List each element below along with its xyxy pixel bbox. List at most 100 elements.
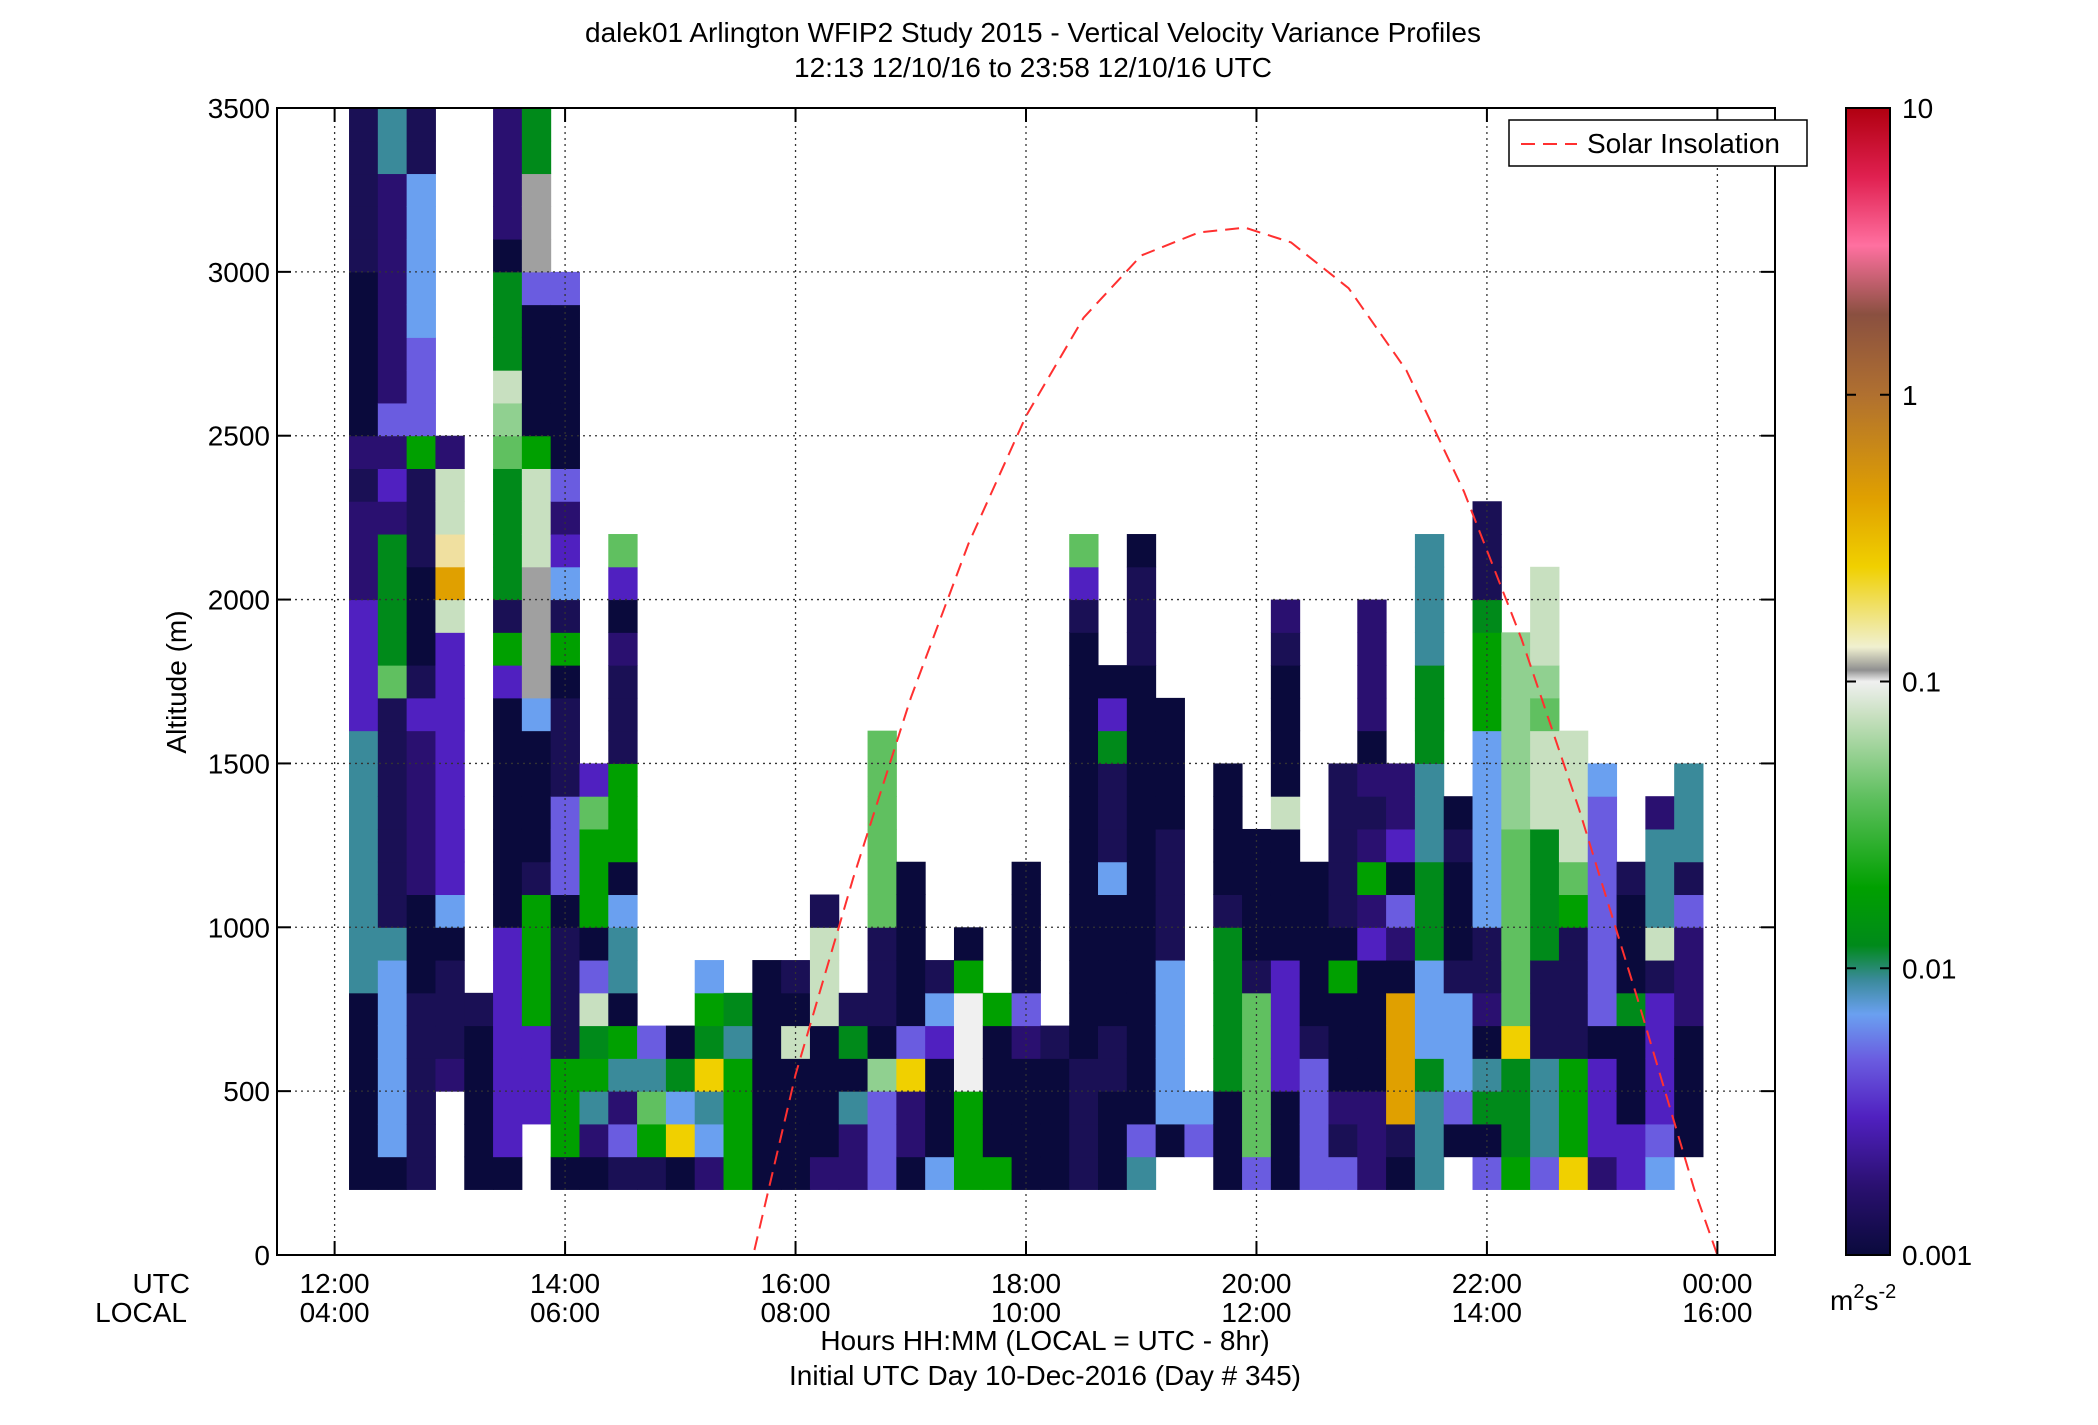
heatmap-cell-1-12: [377, 763, 408, 797]
heatmap-cell-38-9: [1443, 828, 1474, 863]
heatmap-cell-10-3: [637, 1058, 667, 1092]
heatmap-cell-35-3: [1357, 1058, 1387, 1092]
heatmap-cell-38-8: [1443, 861, 1474, 896]
heatmap-cell-42-2: [1558, 1091, 1589, 1125]
heatmap-cell-40-11: [1501, 796, 1531, 830]
heatmap-cell-0-2: [349, 1091, 379, 1125]
heatmap-cell-46-2: [1674, 1058, 1704, 1092]
heatmap-cell-2-0: [406, 1156, 436, 1190]
heatmap-cell-33-7: [1299, 927, 1329, 961]
heatmap-cell-30-4: [1213, 1025, 1243, 1059]
heatmap-cell-7-6: [550, 960, 580, 994]
heatmap-cell-5-22: [493, 435, 523, 469]
heatmap-cell-5-9: [493, 861, 523, 896]
heatmap-cell-17-4: [838, 1025, 869, 1059]
heatmap-cell-23-4: [1011, 1025, 1041, 1059]
heatmap-cell-10-2: [637, 1091, 667, 1125]
x-tick-label-utc-4: 20:00: [1221, 1268, 1291, 1299]
heatmap-cell-17-2: [838, 1091, 869, 1125]
heatmap-cell-6-30: [521, 108, 552, 142]
x-tick-labels: 12:0004:0014:0006:0016:0008:0018:0010:00…: [300, 1268, 1753, 1328]
heatmap-cell-40-6: [1501, 960, 1531, 994]
heatmap-cell-2-23: [406, 402, 436, 437]
heatmap-cell-0-18: [349, 566, 379, 601]
heatmap-cell-41-10: [1530, 828, 1560, 863]
heatmap-cell-35-15: [1357, 665, 1387, 699]
heatmap-cell-36-10: [1386, 828, 1416, 863]
heatmap-cell-36-12: [1386, 763, 1416, 797]
heatmap-cell-35-13: [1357, 730, 1387, 764]
heatmap-cell-5-17: [493, 599, 523, 633]
heatmap-cell-46-8: [1674, 861, 1704, 896]
heatmap-cell-8-7: [579, 927, 609, 961]
heatmap-cell-8-12: [579, 763, 609, 797]
heatmap-cell-5-4: [493, 1025, 523, 1059]
x-tick-label-utc-6: 00:00: [1682, 1268, 1752, 1299]
heatmap-cell-8-3: [579, 1058, 609, 1092]
heatmap-cell-18-6: [867, 960, 897, 994]
heatmap-cell-26-14: [1098, 697, 1128, 732]
heatmap-cell-3-16: [435, 534, 465, 568]
x-tick-label-utc-0: 12:00: [300, 1268, 370, 1299]
heatmap-cell-37-1: [1414, 1123, 1445, 1158]
heatmap-cell-35-5: [1357, 992, 1387, 1027]
heatmap-cell-41-5: [1530, 992, 1560, 1027]
y-tick-label-7: 3500: [208, 93, 270, 124]
heatmap-cell-37-12: [1414, 763, 1445, 797]
heatmap-cell-16-2: [809, 1091, 840, 1125]
heatmap-cell-1-4: [377, 1025, 408, 1059]
heatmap-cell-0-24: [349, 370, 379, 404]
heatmap-cell-32-1: [1270, 1123, 1301, 1158]
heatmap-cell-34-9: [1328, 861, 1358, 896]
heatmap-cell-9-9: [608, 861, 638, 896]
colorbar-tick-label-4: 0.001: [1902, 1240, 1972, 1271]
heatmap-cell-10-1: [637, 1123, 667, 1158]
heatmap-cell-25-11: [1069, 796, 1099, 830]
heatmap-cell-40-8: [1501, 894, 1531, 928]
heatmap-cell-22-4: [982, 1025, 1013, 1059]
heatmap-cell-35-6: [1357, 960, 1387, 994]
heatmap-cell-6-14: [521, 632, 552, 666]
heatmap-cell-46-5: [1674, 960, 1704, 994]
heatmap-cell-2-21: [406, 468, 436, 502]
heatmap-cell-16-1: [809, 1123, 840, 1158]
colorbar-unit-sup2: -2: [1878, 1281, 1896, 1303]
heatmap-cell-25-1: [1069, 1123, 1099, 1158]
heatmap-cell-26-15: [1098, 665, 1128, 699]
heatmap-cell-37-5: [1414, 992, 1445, 1027]
heatmap-cell-19-9: [896, 861, 926, 896]
heatmap-cell-5-24: [493, 370, 523, 404]
heatmap-cell-27-11: [1126, 796, 1157, 830]
heatmap-cell-37-8: [1414, 894, 1445, 928]
heatmap-cell-0-8: [349, 894, 379, 928]
heatmap-cell-5-5: [493, 992, 523, 1027]
heatmap-cell-0-14: [349, 697, 379, 732]
heatmap-cell-41-17: [1530, 599, 1560, 633]
heatmap-cell-26-1: [1098, 1123, 1128, 1158]
heatmap-cell-25-6: [1069, 960, 1099, 994]
heatmap-cell-28-12: [1155, 730, 1185, 764]
heatmap-cell-0-25: [349, 337, 379, 371]
heatmap-cell-25-15: [1069, 665, 1099, 699]
heatmap-cell-8-1: [579, 1123, 609, 1158]
heatmap-cell-0-31: [349, 140, 379, 175]
heatmap-cell-8-5: [579, 992, 609, 1027]
heatmap-cell-24-4: [1040, 1025, 1070, 1059]
heatmap-cell-3-14: [435, 599, 465, 633]
heatmap-cell-36-11: [1386, 796, 1416, 830]
heatmap-cell-41-7: [1530, 927, 1560, 961]
heatmap-cell-24-3: [1040, 1058, 1070, 1092]
heatmap-cell-5-27: [493, 271, 523, 306]
heatmap-cell-14-2: [752, 1091, 782, 1125]
heatmap-cell-39-13: [1472, 730, 1502, 764]
heatmap-cell-9-17: [608, 599, 638, 633]
heatmap-cell-1-19: [377, 534, 408, 568]
heatmap-cell-31-8: [1242, 894, 1272, 928]
heatmap-cell-41-13: [1530, 730, 1560, 764]
heatmap-cell-6-0: [521, 1091, 552, 1125]
axis-ticks: [277, 107, 1775, 1256]
heatmap-cell-3-5: [435, 894, 465, 928]
heatmap-cell-32-13: [1270, 730, 1301, 764]
x-tick-label-utc-3: 18:00: [991, 1268, 1061, 1299]
heatmap-cell-44-3: [1616, 1058, 1646, 1092]
